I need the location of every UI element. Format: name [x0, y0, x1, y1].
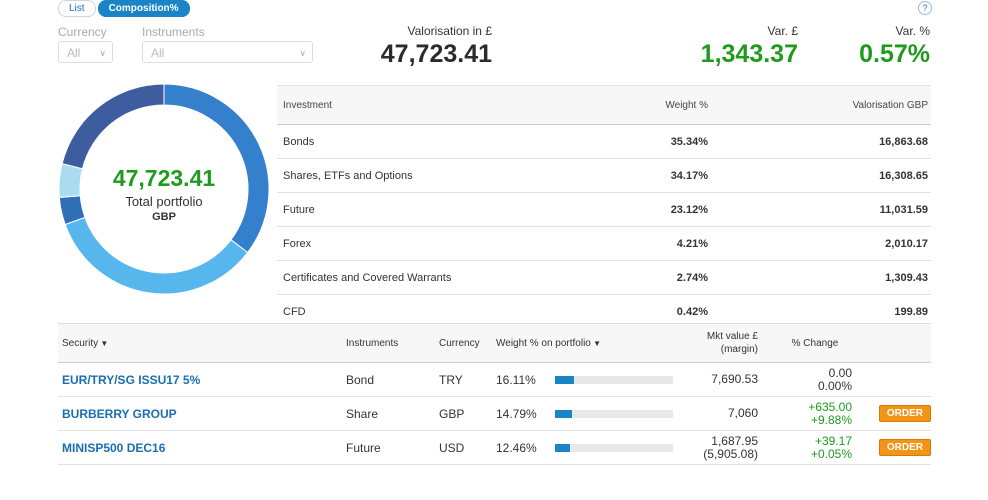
security-row: EUR/TRY/SG ISSU17 5% Bond TRY 16.11% 7,6… — [58, 363, 931, 397]
allocation-row: Certificates and Covered Warrants 2.74% … — [277, 261, 931, 295]
header-currency: Currency — [439, 337, 480, 349]
donut-total-label: Total portfolio — [125, 194, 203, 209]
security-mkt-value: 1,687.95 (5,905.08) — [703, 433, 758, 461]
weight-bar-fill — [555, 409, 573, 418]
investment-weight: 34.17% — [670, 169, 708, 182]
currency-label: Currency — [58, 25, 107, 39]
sort-down-icon: ▼ — [98, 338, 109, 348]
donut-currency: GBP — [152, 211, 176, 223]
investment-value: 1,309.43 — [885, 271, 928, 284]
security-link[interactable]: EUR/TRY/SG ISSU17 5% — [62, 372, 201, 387]
donut-segment-future — [61, 83, 165, 170]
weight-bar — [555, 375, 673, 384]
sort-down-icon: ▼ — [590, 338, 602, 348]
security-link[interactable]: BURBERRY GROUP — [62, 406, 177, 421]
investment-name: CFD — [283, 305, 306, 318]
security-row: BURBERRY GROUP Share GBP 14.79% 7,060 +6… — [58, 397, 931, 431]
valorisation-value: 47,723.41 — [380, 40, 492, 68]
security-currency: TRY — [439, 372, 463, 387]
security-instrument: Bond — [346, 372, 375, 387]
currency-select-value: All — [67, 46, 81, 60]
investment-weight: 0.42% — [676, 305, 708, 318]
investment-value: 16,863.68 — [879, 135, 928, 148]
chevron-down-icon: ∨ — [99, 48, 106, 58]
header-mkt-value: Mkt value £ (margin) — [706, 331, 758, 355]
security-weight: 16.11% — [496, 372, 536, 387]
composition-donut-chart — [58, 83, 270, 295]
currency-select[interactable]: All ∨ — [58, 41, 113, 63]
security-change: 0.00 0.00% — [817, 365, 852, 393]
weight-bar — [555, 409, 673, 418]
donut-segment-shares-etfs-and-options — [64, 216, 249, 295]
security-instrument: Share — [346, 406, 379, 421]
investment-name: Bonds — [283, 135, 315, 148]
investment-value: 11,031.59 — [879, 203, 928, 216]
allocation-table: Investment Weight % Valorisation GBP Bon… — [277, 85, 931, 329]
composition-tab[interactable]: Composition% — [97, 0, 190, 17]
donut-total-value: 47,723.41 — [112, 165, 216, 191]
securities-table: Security ▼ Instruments Currency Weight %… — [58, 323, 931, 465]
investment-name: Forex — [283, 237, 312, 250]
security-link[interactable]: MINISP500 DEC16 — [62, 440, 166, 455]
header-weight: Weight % — [665, 99, 708, 111]
header-instruments: Instruments — [346, 337, 399, 349]
donut-center: 47,723.41 Total portfolio GBP — [58, 165, 270, 223]
securities-header: Security ▼ Instruments Currency Weight %… — [58, 323, 931, 363]
order-button[interactable]: ORDER — [878, 405, 931, 422]
var-abs-label: Var. £ — [767, 24, 798, 38]
var-abs-value: 1,343.37 — [700, 40, 798, 68]
security-currency: GBP — [439, 406, 465, 421]
weight-bar-fill — [555, 375, 574, 384]
security-weight: 14.79% — [496, 406, 537, 421]
investment-weight: 2.74% — [676, 271, 708, 284]
weight-bar — [555, 443, 673, 452]
help-icon[interactable]: ? — [918, 1, 932, 15]
header-investment: Investment — [283, 99, 332, 111]
security-instrument: Future — [346, 440, 381, 455]
allocation-row: Future 23.12% 11,031.59 — [277, 193, 931, 227]
instruments-select[interactable]: All ∨ — [142, 41, 313, 63]
instruments-select-value: All — [151, 46, 165, 60]
valorisation-label: Valorisation in £ — [407, 24, 493, 38]
weight-bar-fill — [555, 443, 570, 452]
allocation-header: Investment Weight % Valorisation GBP — [277, 85, 931, 125]
investment-name: Future — [283, 203, 315, 216]
instruments-label: Instruments — [142, 25, 205, 39]
security-currency: USD — [439, 440, 465, 455]
var-pct-value: 0.57% — [859, 40, 930, 68]
order-button[interactable]: ORDER — [878, 439, 931, 456]
investment-value: 2,010.17 — [885, 237, 928, 250]
investment-weight: 23.12% — [670, 203, 708, 216]
view-toggle: List Composition% — [58, 0, 192, 17]
security-weight: 12.46% — [496, 440, 537, 455]
investment-name: Certificates and Covered Warrants — [283, 271, 452, 284]
list-tab[interactable]: List — [58, 0, 96, 17]
investment-value: 16,308.65 — [879, 169, 928, 182]
security-row: MINISP500 DEC16 Future USD 12.46% 1,687.… — [58, 431, 931, 465]
header-valorisation: Valorisation GBP — [852, 99, 928, 111]
var-pct-label: Var. % — [895, 24, 930, 38]
investment-weight: 4.21% — [676, 237, 708, 250]
security-mkt-value: 7,060 — [727, 406, 758, 420]
security-mkt-value: 7,690.53 — [711, 372, 758, 386]
allocation-row: Bonds 35.34% 16,863.68 — [277, 125, 931, 159]
investment-value: 199.89 — [894, 305, 928, 318]
allocation-row: Shares, ETFs and Options 34.17% 16,308.6… — [277, 159, 931, 193]
header-security[interactable]: Security ▼ — [62, 337, 109, 349]
security-change: +635.00 +9.88% — [808, 399, 852, 427]
security-change: +39.17 +0.05% — [810, 433, 852, 461]
header-change: % Change — [791, 337, 839, 349]
allocation-row: Forex 4.21% 2,010.17 — [277, 227, 931, 261]
investment-name: Shares, ETFs and Options — [283, 169, 413, 182]
investment-weight: 35.34% — [670, 135, 708, 148]
header-weight[interactable]: Weight % on portfolio ▼ — [496, 337, 602, 349]
chevron-down-icon: ∨ — [299, 48, 306, 58]
